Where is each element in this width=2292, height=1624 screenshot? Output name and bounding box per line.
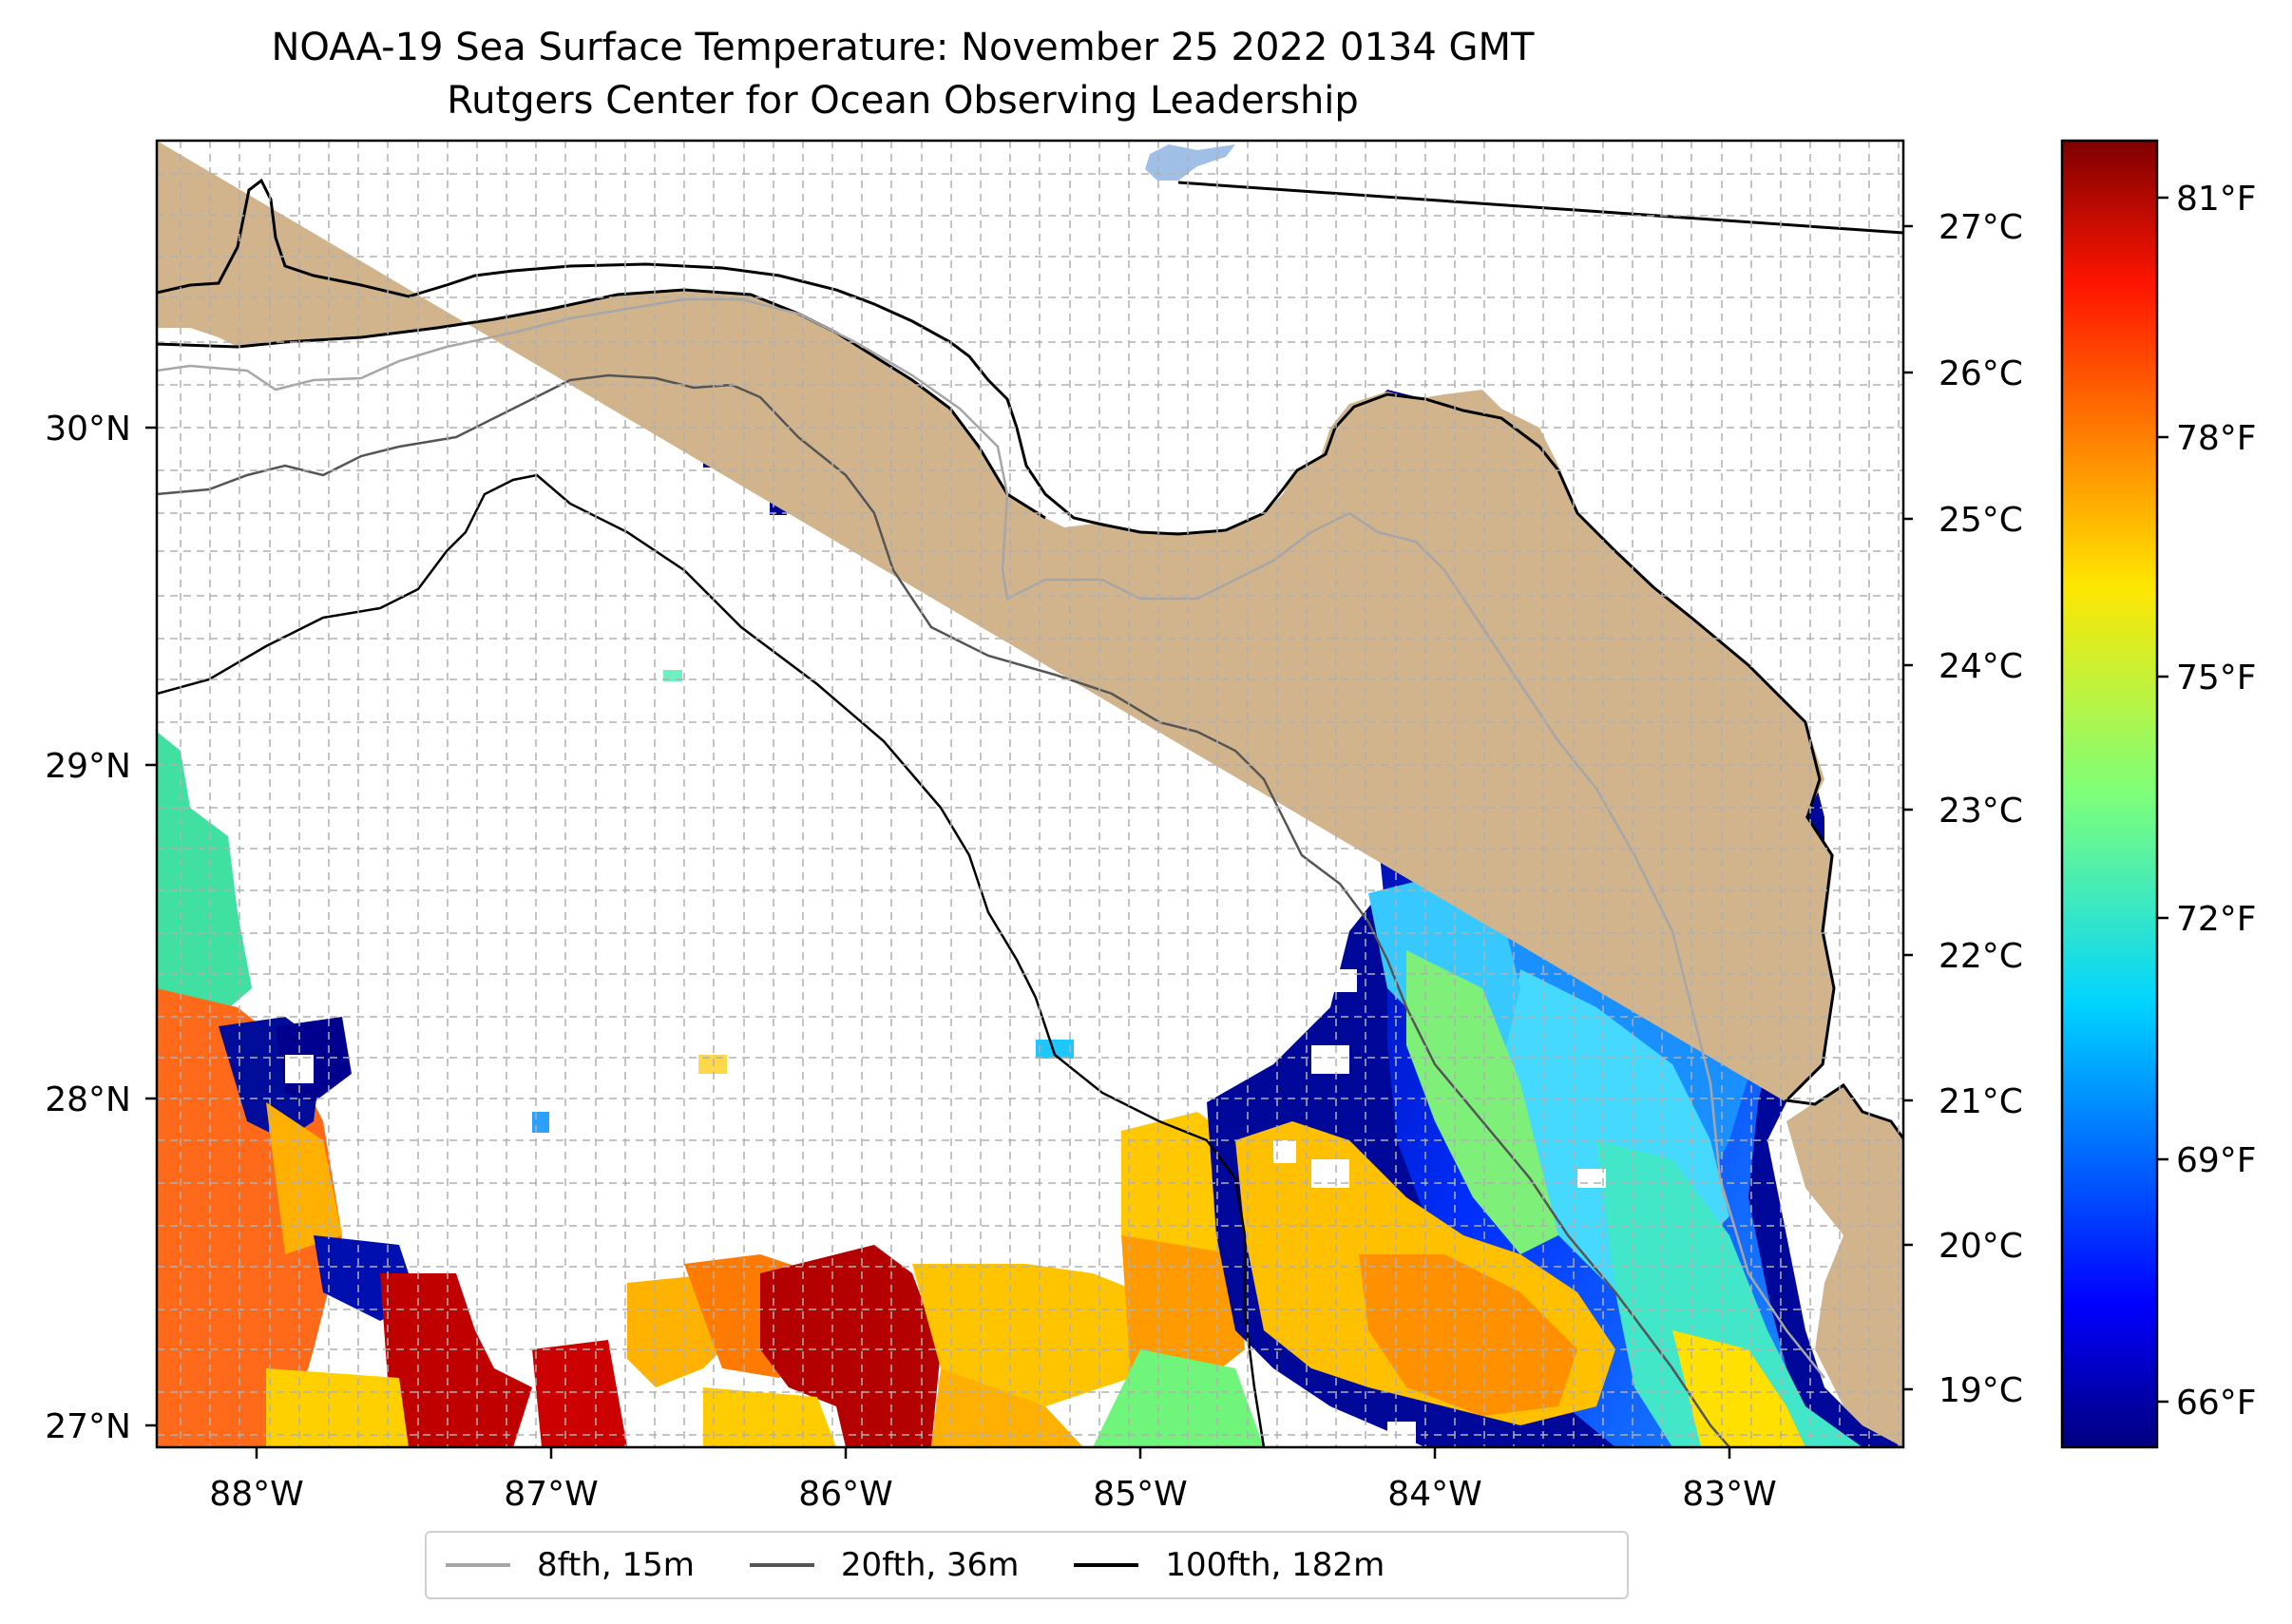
lat-label-28n: 28°N xyxy=(45,1080,131,1119)
celsius-tick-22: 22°C xyxy=(1939,937,2023,976)
lon-label-85w: 85°W xyxy=(1093,1475,1187,1514)
contour-100fth xyxy=(157,473,1266,1447)
legend-label-8fth: 8fth, 15m xyxy=(537,1546,695,1584)
celsius-tick-26: 26°C xyxy=(1939,354,2023,393)
fahrenheit-tick-78: 78°F xyxy=(2176,419,2257,458)
fahrenheit-tick-69: 69°F xyxy=(2176,1141,2257,1180)
lat-label-29n: 29°N xyxy=(45,747,131,786)
colorbar xyxy=(2060,139,2159,1449)
contour-20fth xyxy=(157,373,1730,1447)
legend-line-8fth xyxy=(446,1563,510,1567)
fahrenheit-tick-81: 81°F xyxy=(2176,180,2257,219)
lon-label-83w: 83°W xyxy=(1682,1475,1776,1514)
legend-item-100fth: 100fth, 182m xyxy=(1074,1546,1385,1584)
contour-8fth xyxy=(157,297,1825,1379)
celsius-tick-19: 19°C xyxy=(1939,1371,2023,1410)
legend-label-100fth: 100fth, 182m xyxy=(1165,1546,1385,1584)
lon-label-88w: 88°W xyxy=(209,1475,303,1514)
legend-item-8fth: 8fth, 15m xyxy=(446,1546,695,1584)
legend-item-20fth: 20fth, 36m xyxy=(749,1546,1020,1584)
axis-ticks xyxy=(145,224,1913,1459)
fahrenheit-tick-75: 75°F xyxy=(2176,659,2257,697)
coastline xyxy=(157,178,1903,1139)
celsius-tick-20: 20°C xyxy=(1939,1227,2023,1266)
lon-label-84w: 84°W xyxy=(1387,1475,1481,1514)
fahrenheit-tick-72: 72°F xyxy=(2176,900,2257,939)
legend-line-20fth xyxy=(749,1563,814,1567)
graticule xyxy=(157,141,1903,1447)
celsius-tick-25: 25°C xyxy=(1939,501,2023,540)
state-border xyxy=(1177,181,1903,235)
celsius-tick-27: 27°C xyxy=(1939,208,2023,247)
celsius-tick-23: 23°C xyxy=(1939,792,2023,831)
map-title: NOAA-19 Sea Surface Temperature: Novembe… xyxy=(271,26,1535,69)
legend-line-100fth xyxy=(1074,1563,1139,1567)
lon-label-87w: 87°W xyxy=(504,1475,598,1514)
map-subtitle: Rutgers Center for Ocean Observing Leade… xyxy=(447,79,1359,123)
contour-legend: 8fth, 15m 20fth, 36m 100fth, 182m xyxy=(425,1531,1629,1599)
fahrenheit-tick-66: 66°F xyxy=(2176,1384,2257,1423)
legend-label-20fth: 20fth, 36m xyxy=(840,1546,1020,1584)
lake xyxy=(1145,144,1235,181)
lon-label-86w: 86°W xyxy=(798,1475,892,1514)
lat-label-30n: 30°N xyxy=(45,410,131,449)
celsius-tick-21: 21°C xyxy=(1939,1082,2023,1121)
land-mass xyxy=(157,141,1903,1447)
colorbar-ticks xyxy=(2157,196,2168,1404)
celsius-tick-24: 24°C xyxy=(1939,647,2023,686)
lat-label-27n: 27°N xyxy=(45,1407,131,1446)
map-frame xyxy=(155,139,1905,1449)
